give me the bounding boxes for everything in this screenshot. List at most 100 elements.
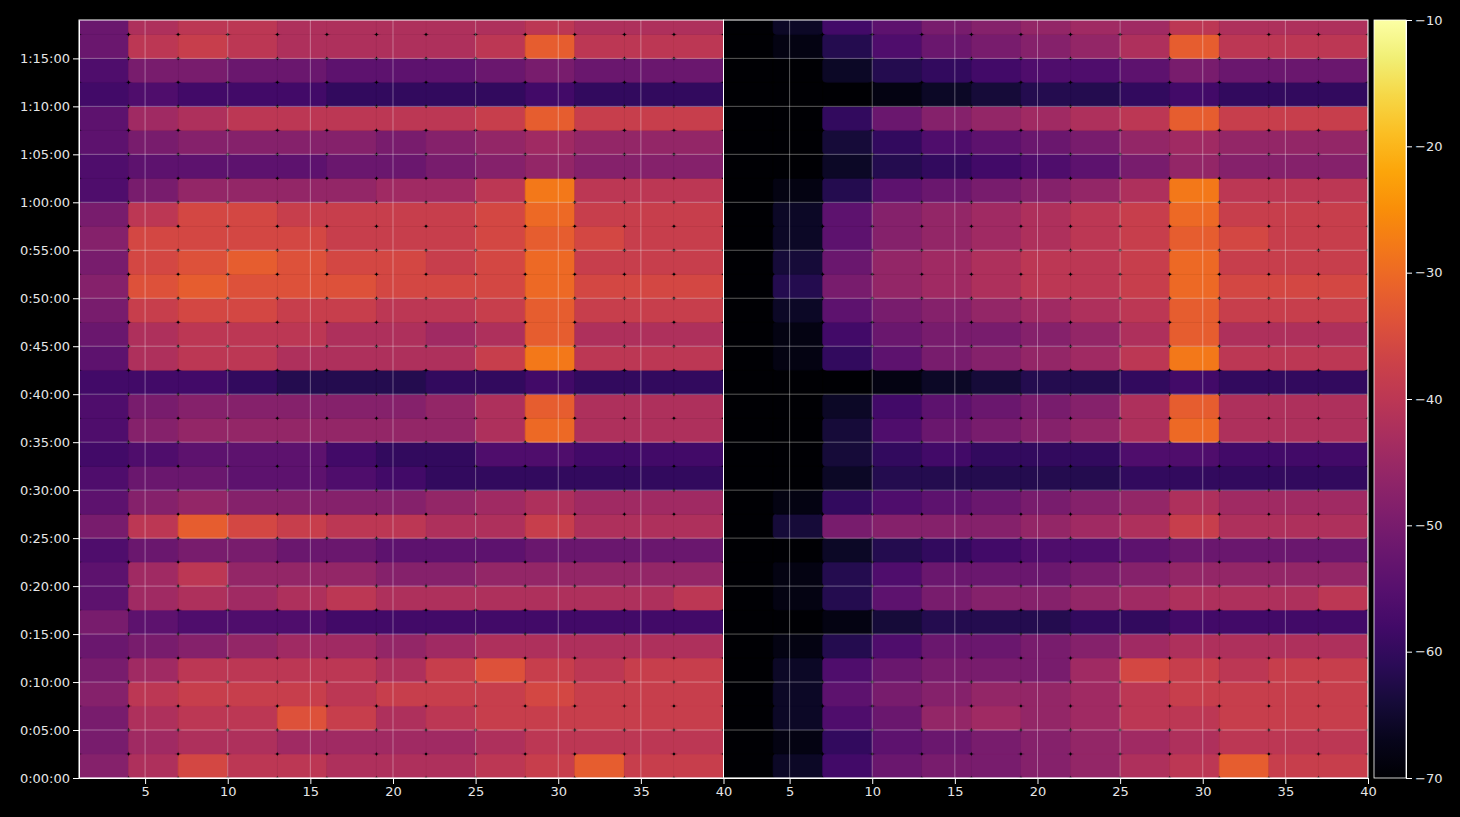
- tick-mark: [1368, 778, 1369, 784]
- tick-label: 15: [947, 784, 964, 799]
- cell: [823, 202, 873, 226]
- cell: [624, 130, 674, 154]
- cell: [773, 370, 823, 394]
- cell: [476, 418, 526, 442]
- cell: [823, 154, 873, 178]
- cell: [1269, 514, 1319, 538]
- axis-line: [80, 778, 725, 779]
- cell: [1071, 706, 1121, 730]
- cell: [476, 610, 526, 634]
- cell: [575, 202, 625, 226]
- cell: [277, 58, 327, 82]
- cell: [1269, 490, 1319, 514]
- cell: [426, 586, 476, 610]
- cell: [129, 658, 179, 682]
- cell: [922, 250, 972, 274]
- cell: [525, 682, 575, 706]
- cell: [178, 226, 228, 250]
- tick-mark: [73, 298, 79, 299]
- cell: [1021, 154, 1071, 178]
- cell: [376, 658, 426, 682]
- cell: [1071, 298, 1121, 322]
- cell: [674, 514, 724, 538]
- cell: [1071, 562, 1121, 586]
- cell: [376, 682, 426, 706]
- cell: [476, 322, 526, 346]
- cell: [1219, 346, 1269, 370]
- cell: [724, 514, 774, 538]
- cell: [674, 154, 724, 178]
- cell: [228, 154, 278, 178]
- cell: [823, 706, 873, 730]
- cells: [79, 20, 724, 778]
- cell: [922, 754, 972, 778]
- grid-line: [724, 298, 1369, 299]
- cell: [327, 730, 377, 754]
- cell: [872, 178, 922, 202]
- cell: [823, 658, 873, 682]
- cell: [971, 106, 1021, 130]
- cell: [575, 274, 625, 298]
- grid-line: [79, 154, 724, 155]
- cell: [773, 226, 823, 250]
- tick-label: 25: [1112, 784, 1129, 799]
- colorbar-axis: −70−60−50−40−30−20−10: [1406, 13, 1442, 786]
- cell: [1021, 754, 1071, 778]
- tick-label: 1:15:00: [20, 51, 70, 66]
- cell: [426, 562, 476, 586]
- cell: [525, 586, 575, 610]
- cell: [922, 58, 972, 82]
- grid-line: [475, 20, 476, 778]
- cell: [922, 658, 972, 682]
- cell: [872, 202, 922, 226]
- cell: [624, 34, 674, 58]
- cell: [1071, 442, 1121, 466]
- cell: [79, 514, 129, 538]
- grid-line: [724, 634, 1369, 635]
- cell: [376, 562, 426, 586]
- tick-mark: [228, 778, 229, 784]
- cell: [79, 82, 129, 106]
- cell: [426, 202, 476, 226]
- cell: [228, 466, 278, 490]
- cell: [178, 730, 228, 754]
- cell: [129, 730, 179, 754]
- cell: [277, 274, 327, 298]
- cell: [724, 178, 774, 202]
- cell: [971, 490, 1021, 514]
- cell: [79, 34, 129, 58]
- cell: [1219, 490, 1269, 514]
- cell: [1071, 682, 1121, 706]
- cell: [1318, 634, 1368, 658]
- cell: [178, 538, 228, 562]
- grid-line: [79, 106, 724, 107]
- cell: [872, 634, 922, 658]
- chart: 5101520253035400:00:000:05:000:10:000:15…: [0, 0, 1460, 817]
- cell: [1170, 634, 1220, 658]
- cell: [327, 370, 377, 394]
- cell: [971, 682, 1021, 706]
- tick-mark: [310, 778, 311, 784]
- cell: [1071, 490, 1121, 514]
- cell: [1170, 394, 1220, 418]
- cell: [971, 370, 1021, 394]
- cell: [1120, 466, 1170, 490]
- cell: [525, 658, 575, 682]
- cell: [376, 754, 426, 778]
- cell: [575, 20, 625, 34]
- cell: [129, 490, 179, 514]
- cell: [1318, 130, 1368, 154]
- cell: [129, 442, 179, 466]
- cell: [724, 274, 774, 298]
- tick-label: 35: [1278, 784, 1295, 799]
- cell: [1269, 106, 1319, 130]
- cell: [971, 394, 1021, 418]
- cell: [525, 634, 575, 658]
- cell: [525, 418, 575, 442]
- cell: [525, 442, 575, 466]
- cell: [674, 610, 724, 634]
- cell: [376, 466, 426, 490]
- cell: [1170, 20, 1220, 34]
- cell: [1120, 658, 1170, 682]
- cell: [129, 250, 179, 274]
